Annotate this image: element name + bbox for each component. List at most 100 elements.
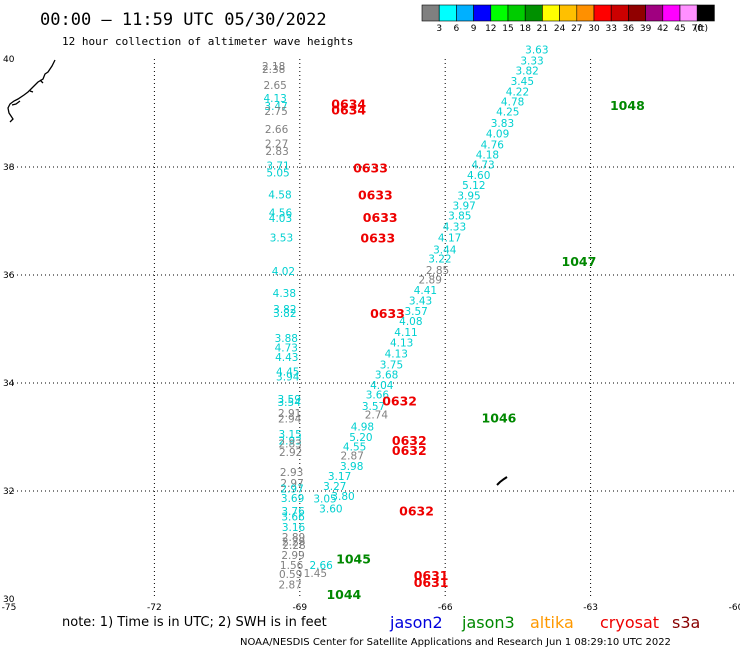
swh-value: 2.65 [263, 80, 286, 92]
scale-swatch [507, 4, 526, 22]
lat-tick-label: 30 [3, 595, 15, 605]
swh-value: 3.17 [328, 471, 351, 483]
scale-swatch [524, 4, 543, 22]
scale-label: 12 [485, 24, 496, 34]
scale-label: 3 [436, 24, 442, 34]
lon-tick-label: -63 [583, 603, 598, 613]
pass-time-label: 0633 [370, 306, 405, 321]
swh-value: 2.97 [280, 484, 303, 496]
scale-swatch [696, 4, 715, 22]
swh-value: 4.76 [481, 140, 505, 152]
lat-lon-grid [9, 59, 736, 599]
swh-value: 4.78 [501, 96, 524, 108]
scale-label: 24 [554, 24, 566, 34]
swh-value: 3.45 [511, 76, 534, 88]
pass-time-label: 0633 [358, 187, 393, 202]
swh-value: 3.88 [275, 333, 298, 345]
swh-value: 4.03 [269, 213, 292, 225]
swh-value: 4.58 [268, 189, 291, 201]
lon-tick-label: -75 [2, 603, 17, 613]
swh-value: 3.85 [448, 210, 471, 222]
lat-tick-label: 32 [3, 487, 14, 497]
swh-value: 4.41 [414, 285, 437, 297]
scale-label: 27 [571, 24, 582, 34]
pass-time-label: 0632 [382, 394, 417, 409]
scale-swatch [542, 4, 560, 22]
swh-value: 3.05 [313, 493, 336, 505]
pass-time-labels: 0634063406330633063306330633063206320632… [326, 97, 644, 602]
scale-label: 9 [471, 24, 477, 34]
swh-value: 3.16 [282, 522, 306, 534]
scale-swatch [593, 4, 612, 22]
swh-value: 3.82 [273, 304, 296, 316]
swh-value: 4.04 [370, 380, 394, 392]
swh-value: 2.27 [265, 139, 288, 151]
pass-time-label: 0632 [392, 443, 427, 458]
swh-value: 5.20 [349, 432, 372, 444]
swh-value: 3.69 [281, 493, 304, 505]
swh-value: 2.74 [365, 410, 389, 422]
pass-time-label: 0631 [414, 575, 449, 590]
swh-value: 3.75 [380, 359, 403, 371]
swh-value: 4.25 [496, 107, 519, 119]
swh-value: 3.63 [525, 45, 548, 57]
scale-swatch [456, 4, 474, 22]
swh-value: 4.02 [272, 266, 295, 278]
swh-value: 3.82 [273, 308, 296, 320]
swh-value: 3.57 [404, 306, 427, 318]
swh-value: 4.60 [467, 170, 490, 182]
swh-value: 2.18 [262, 61, 285, 73]
map-title: 00:00 – 11:59 UTC 05/30/2022 [40, 10, 327, 30]
swh-observations: 2.182.382.654.133.472.752.662.272.833.71… [262, 45, 549, 592]
swh-value: 4.56 [269, 208, 293, 220]
lat-tick-label: 38 [3, 163, 15, 173]
scale-label: 45 [674, 24, 685, 34]
legend-entry: jason3 [461, 613, 515, 632]
swh-value: 3.83 [491, 118, 514, 130]
swh-value: 4.55 [343, 442, 366, 454]
swh-value: 2.28 [282, 540, 305, 552]
swh-value: 2.29 [282, 537, 305, 549]
swh-value: 2.97 [280, 478, 303, 490]
swh-value: 3.53 [270, 233, 293, 245]
swh-value: 3.95 [457, 190, 480, 202]
legend-entry: s3a [672, 613, 700, 632]
swh-value: 2.91 [278, 408, 301, 420]
swh-value: 5.05 [266, 168, 289, 180]
lon-tick-label: -60 [729, 603, 740, 613]
scale-label: 15 [502, 24, 513, 34]
swh-value: 3.80 [331, 491, 354, 503]
scale-label: (ft) [694, 24, 708, 34]
scale-swatch [576, 4, 595, 22]
swh-value: 4.13 [390, 337, 413, 349]
legend-entry: altika [530, 613, 574, 632]
swh-value: 2.83 [265, 146, 288, 158]
pass-time-label: 0631 [414, 568, 449, 583]
pass-time-label: 0633 [360, 231, 395, 246]
legend-entry: cryosat [600, 613, 659, 632]
swh-value: 2.38 [262, 64, 285, 76]
scale-label: 42 [657, 24, 668, 34]
swh-value: 3.47 [264, 101, 287, 113]
color-scale: 3 6 9 12 15 18 21 24 27 30 33 36 39 42 45 70(ft) [421, 4, 715, 34]
swh-value: 1.56 [280, 560, 304, 572]
swh-value: 0.59 [279, 569, 302, 581]
scale-swatch [645, 4, 664, 22]
swh-value: 2.83 [278, 438, 301, 450]
swh-value: 3.22 [428, 254, 451, 266]
swh-value: 4.73 [275, 343, 298, 355]
swh-value: 4.17 [438, 233, 461, 245]
swh-value: 3.71 [266, 161, 289, 173]
scale-label: 18 [519, 24, 531, 34]
swh-value: 3.66 [281, 512, 305, 524]
swh-value: 4.13 [385, 349, 408, 361]
swh-value: 4.38 [273, 288, 296, 300]
scale-label: 36 [623, 24, 635, 34]
swh-value: 2.66 [265, 124, 289, 136]
swh-value: 2.94 [278, 413, 302, 425]
lat-tick-label: 34 [3, 379, 15, 389]
lat-tick-label: 40 [3, 55, 15, 65]
swh-value: 3.76 [281, 506, 305, 518]
swh-value: 3.97 [452, 201, 475, 213]
swh-value: 3.68 [375, 370, 398, 382]
